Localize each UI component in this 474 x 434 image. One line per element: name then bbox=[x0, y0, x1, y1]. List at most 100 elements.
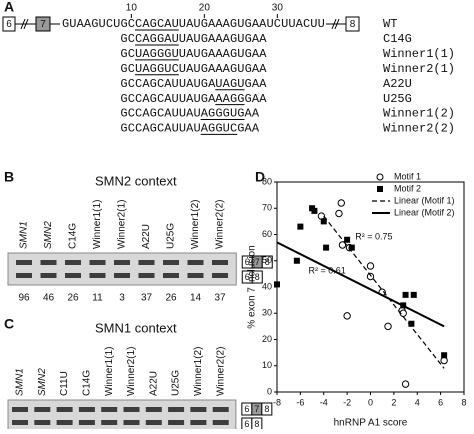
point bbox=[402, 291, 409, 298]
legend-label: Motif 1 bbox=[394, 171, 421, 181]
y-tick-label: 0 bbox=[267, 386, 272, 396]
band bbox=[187, 260, 204, 265]
legend-label: Linear (Motif 1) bbox=[394, 195, 455, 205]
sequence-name: Winner2(2) bbox=[383, 122, 455, 136]
band bbox=[101, 420, 118, 425]
band bbox=[145, 407, 162, 412]
lane-label: Winner2(1) bbox=[126, 347, 137, 396]
point bbox=[338, 241, 347, 249]
fit-line bbox=[323, 215, 445, 369]
point bbox=[441, 352, 448, 359]
gel-title: SMN1 context bbox=[95, 320, 177, 335]
y-tick-label: 40 bbox=[262, 281, 272, 291]
fit-line bbox=[276, 241, 445, 328]
legend-marker bbox=[376, 173, 384, 181]
band bbox=[163, 273, 179, 278]
sequence-pre: GCCAGCAUUAUGA bbox=[120, 92, 216, 106]
band bbox=[168, 420, 185, 425]
band bbox=[16, 273, 32, 278]
band bbox=[163, 260, 179, 265]
panel-label: D bbox=[255, 169, 265, 185]
sequence-motif: CAGGAU bbox=[135, 32, 179, 46]
lane-label: Winner1(1) bbox=[104, 347, 115, 396]
band bbox=[40, 273, 57, 278]
band bbox=[114, 260, 130, 265]
y-tick-label: 80 bbox=[262, 176, 272, 186]
sequence-post: UAUGAAAGUGAA bbox=[179, 32, 267, 46]
sequence-pre: GC bbox=[120, 47, 135, 61]
band bbox=[123, 420, 140, 425]
key-label: 8 bbox=[255, 272, 260, 282]
lane-label: Winner1(2) bbox=[193, 347, 204, 396]
band bbox=[212, 260, 228, 265]
point bbox=[293, 257, 300, 264]
sequence-post: GAA bbox=[237, 122, 260, 136]
band bbox=[56, 420, 73, 425]
x-tick-label: -6 bbox=[296, 397, 304, 407]
inclusion-value: 11 bbox=[92, 293, 103, 304]
x-tick-label: -8 bbox=[273, 397, 281, 407]
sequence-motif: AAGG bbox=[215, 92, 244, 106]
exon-label: 6 bbox=[6, 19, 12, 30]
sequence-name: Winner2(1) bbox=[383, 62, 455, 76]
legend-label: Linear (Motif 2) bbox=[394, 207, 455, 217]
sequence-name: Winner1(2) bbox=[383, 107, 455, 121]
legend-label: Motif 2 bbox=[394, 183, 421, 193]
key-label: 8 bbox=[264, 404, 269, 414]
key-label: 8 bbox=[254, 419, 259, 429]
point bbox=[408, 320, 415, 327]
sequence-motif: AGGGUG bbox=[201, 107, 245, 121]
sequence-motif: UAGGGU bbox=[135, 47, 179, 61]
gel bbox=[7, 252, 237, 286]
sequence-pre: GC bbox=[120, 32, 135, 46]
inclusion-value: 26 bbox=[67, 293, 79, 304]
key-box bbox=[261, 402, 273, 416]
point bbox=[344, 236, 351, 243]
band bbox=[16, 260, 32, 265]
lane-label: C14G bbox=[68, 223, 79, 249]
band bbox=[65, 260, 81, 265]
point bbox=[348, 244, 355, 251]
x-tick-label: 2 bbox=[391, 397, 396, 407]
key-label: 6 bbox=[244, 404, 249, 414]
point bbox=[366, 262, 375, 270]
band bbox=[56, 407, 73, 412]
sequence-post: AA bbox=[245, 107, 260, 121]
sequence-post: UAUGAAAGUGAAUCUUACUU bbox=[179, 17, 325, 31]
band bbox=[101, 407, 118, 412]
x-tick-label: 0 bbox=[368, 397, 373, 407]
point bbox=[311, 207, 318, 214]
band bbox=[12, 407, 28, 412]
inclusion-value: 46 bbox=[43, 293, 55, 304]
ruler-label: 30 bbox=[272, 3, 284, 14]
sequence-pre: GCCAGCAUUAU bbox=[120, 107, 200, 121]
key-box bbox=[251, 270, 263, 284]
y-axis-label: % exon 7 inclusion bbox=[247, 245, 258, 328]
x-tick-label: -4 bbox=[320, 397, 328, 407]
sequence-post: GAA bbox=[245, 77, 268, 91]
point bbox=[317, 212, 326, 220]
band bbox=[114, 273, 130, 278]
sequence-pre: GCCAGCAUUAU bbox=[120, 122, 200, 136]
point bbox=[337, 199, 345, 207]
panel-label: B bbox=[4, 169, 14, 185]
lane-label: C14G bbox=[82, 370, 93, 396]
lane-label: SMN2 bbox=[37, 368, 48, 396]
lane-label: SMN2 bbox=[43, 221, 54, 249]
band bbox=[65, 273, 81, 278]
band bbox=[145, 420, 162, 425]
exon-label: 7 bbox=[40, 19, 46, 30]
sequence-name: U25G bbox=[383, 92, 412, 106]
band bbox=[12, 420, 28, 425]
x-tick-label: 8 bbox=[461, 397, 466, 407]
x-tick-label: 6 bbox=[438, 397, 443, 407]
key-label: 6 bbox=[245, 257, 250, 267]
sequence-motif: CAGCAU bbox=[135, 17, 179, 31]
inclusion-value: 37 bbox=[141, 293, 153, 304]
sequence-pre: GUAAGUCUGC bbox=[62, 17, 135, 31]
inclusion-value: 3 bbox=[119, 293, 125, 304]
point bbox=[410, 291, 417, 298]
lane-label: Winner2(1) bbox=[117, 200, 128, 249]
y-tick-label: 10 bbox=[262, 360, 272, 370]
